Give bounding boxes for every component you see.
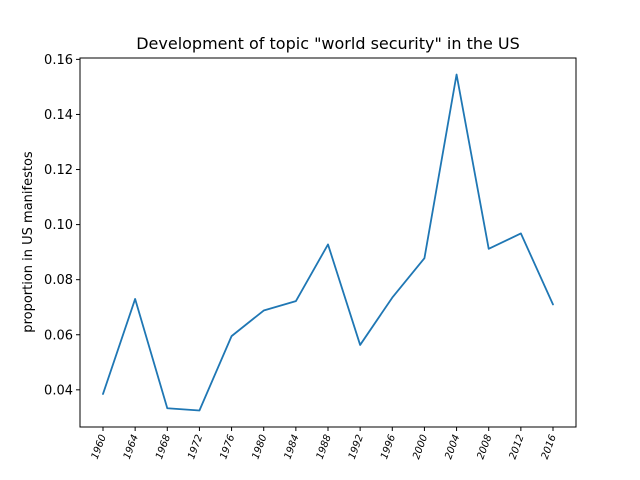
y-tick-label: 0.10 — [44, 218, 73, 233]
y-tick-label: 0.06 — [44, 328, 73, 343]
y-tick-label: 0.16 — [44, 53, 73, 68]
y-tick-label: 0.14 — [44, 108, 73, 123]
y-tick-label: 0.12 — [44, 163, 73, 178]
y-tick-label: 0.08 — [44, 273, 73, 288]
series-line — [102, 73, 554, 412]
y-tick-label: 0.04 — [44, 383, 73, 398]
y-axis-label: proportion in US manifestos — [21, 151, 36, 333]
chart-title: Development of topic "world security" in… — [136, 34, 520, 53]
axes-frame — [79, 57, 577, 428]
